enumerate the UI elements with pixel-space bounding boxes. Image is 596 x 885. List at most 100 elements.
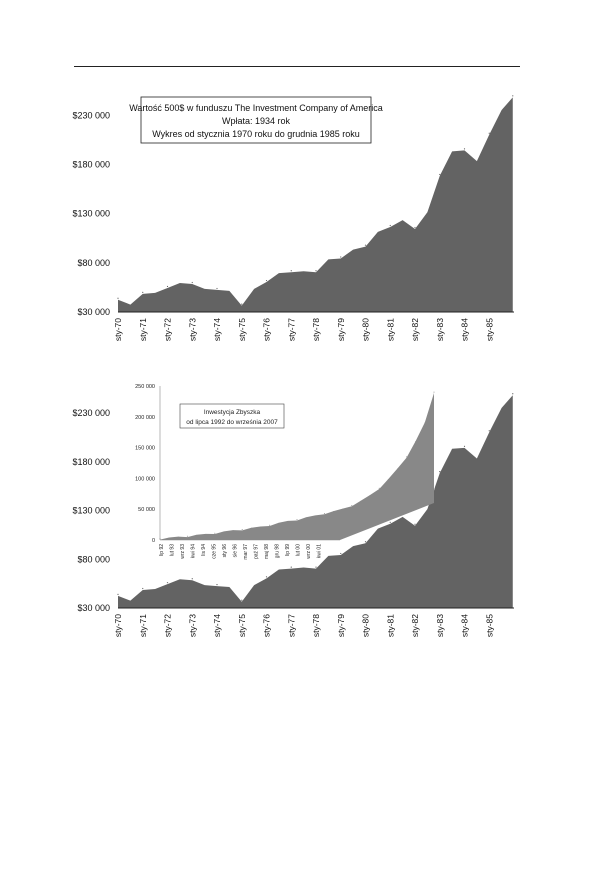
x-tick-label: sty-84 (460, 318, 470, 341)
data-point (241, 303, 243, 305)
data-point (154, 293, 156, 295)
y-tick-label: $180 000 (72, 160, 110, 170)
x-tick-label: sty-73 (187, 318, 197, 341)
data-point (414, 226, 416, 229)
x-tick-label: sty-74 (212, 318, 222, 341)
chart-fund-value-with-inset: $30 000 $80 000 $130 000 $180 000 $230 000 st… (72, 382, 514, 637)
x-tick-label: sty-85 (484, 318, 494, 341)
inset-data-point (214, 532, 216, 534)
data-point (439, 173, 441, 176)
data-point (117, 297, 119, 299)
x-tick-label: sty-79 (336, 614, 346, 637)
x-tick-label: sty-71 (138, 318, 148, 341)
data-point (315, 270, 317, 272)
data-point (488, 430, 490, 432)
y-tick-label: $230 000 (72, 408, 110, 418)
inset-data-point (369, 495, 371, 497)
x-tick-label: sty-85 (484, 614, 494, 637)
inset-x-tick-label: paź 97 (254, 544, 260, 559)
inset-data-point (259, 526, 261, 528)
inset-data-point (177, 536, 179, 538)
inset-data-point (196, 534, 198, 536)
inset-data-point (186, 535, 188, 537)
data-point (290, 566, 292, 568)
x-tick-label: sty-83 (435, 614, 445, 637)
value-area (118, 395, 513, 608)
x-tick-label: sty-79 (336, 318, 346, 341)
data-point (389, 521, 391, 523)
data-point (488, 132, 490, 134)
x-tick-label: sty-82 (410, 614, 420, 637)
data-point (228, 587, 230, 590)
data-point (364, 244, 367, 246)
data-point (327, 556, 329, 558)
inset-x-tick-label: lip 99 (285, 544, 291, 556)
inset-data-point (378, 487, 380, 489)
x-tick-label: sty-80 (361, 318, 371, 341)
inset-data-point (342, 508, 344, 510)
data-point (265, 576, 268, 578)
inset-x-tick-label: mar 97 (243, 544, 249, 560)
data-point (253, 585, 255, 588)
value-area (118, 97, 513, 313)
inset-y-tick-label: 50 000 (138, 507, 155, 513)
data-point (476, 459, 478, 461)
inset-x-tick-label: lip 92 (159, 544, 165, 556)
x-tick-label: sty-70 (113, 318, 123, 341)
x-tick-label: sty-72 (163, 614, 173, 637)
data-point (512, 95, 514, 97)
x-tick-label: sty-83 (435, 318, 445, 341)
inset-x-tick-label: cze 95 (212, 544, 218, 559)
data-point (389, 224, 391, 227)
x-tick-label: sty-81 (385, 318, 395, 341)
chart-fund-value: $30 000 $80 000 $130 000 $180 000 $230 000 st… (72, 95, 514, 341)
inset-x-tick-label: kwi 94 (191, 544, 197, 558)
inset-data-point (415, 440, 417, 442)
data-point (377, 232, 379, 234)
inset-data-point (406, 456, 408, 458)
x-tick-label: sty-76 (262, 318, 272, 341)
inset-x-tick-label: lut 00 (296, 544, 302, 556)
x-tick-label: sty-78 (311, 318, 321, 341)
inset-data-point (360, 500, 362, 502)
data-point (402, 517, 404, 519)
data-point (204, 289, 206, 291)
data-point (327, 260, 329, 262)
inset-data-point (241, 529, 243, 531)
x-tick-label: sty-77 (286, 614, 296, 637)
chart-title-line: Wykres od stycznia 1970 roku do grudnia … (152, 129, 360, 139)
header-rule (74, 66, 520, 67)
x-tick-label: sty-74 (212, 614, 222, 637)
inset-y-tick-label: 200 000 (135, 415, 155, 421)
x-tick-label: sty-70 (113, 614, 123, 637)
inset-data-point (250, 527, 252, 529)
data-point (451, 152, 453, 154)
inset-x-tick-label: lis 94 (201, 544, 207, 556)
x-tick-label: sty-81 (385, 614, 395, 637)
data-point (501, 408, 503, 410)
chart-title-line: Wartość 500$ w funduszu The Investment C… (129, 103, 383, 113)
y-tick-label: $30 000 (77, 307, 110, 317)
data-point (426, 510, 428, 512)
inset-x-tick-label: wrz 00 (306, 544, 312, 559)
chart-title-line: Wpłata: 1934 rok (222, 116, 291, 126)
inset-y-tick-label: 100 000 (135, 476, 155, 482)
data-point (463, 148, 466, 150)
data-point (290, 270, 292, 272)
inset-data-point (287, 521, 289, 523)
data-point (340, 256, 342, 258)
inset-x-tick-label: sty 96 (222, 544, 228, 558)
inset-data-point (278, 522, 280, 524)
x-tick-label: sty-75 (237, 318, 247, 341)
x-tick-label: sty-77 (286, 318, 296, 341)
x-tick-label: sty-78 (311, 614, 321, 637)
inset-data-point (168, 537, 170, 539)
data-point (129, 601, 131, 603)
inset-x-tick-label: sie 96 (233, 544, 239, 558)
inset-value-area (160, 392, 434, 540)
y-tick-label: $230 000 (72, 110, 110, 120)
y-tick-label: $130 000 (72, 209, 110, 219)
inset-data-point (314, 515, 316, 517)
x-tick-label: sty-84 (460, 614, 470, 637)
inset-title-line: od lipca 1992 do września 2007 (186, 419, 278, 426)
